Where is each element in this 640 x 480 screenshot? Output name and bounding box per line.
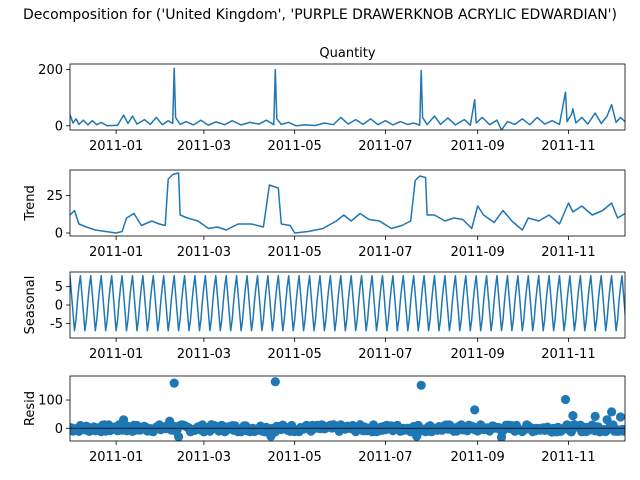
residual-point (615, 412, 625, 422)
x-tick-label: 2011-01 (89, 347, 143, 362)
residual-point (470, 405, 480, 415)
panel-data (70, 67, 625, 130)
y-tick-label: 0 (55, 299, 63, 314)
axes-frame (69, 375, 626, 442)
x-tick-label: 2011-05 (268, 347, 322, 362)
x-tick-label: 2011-01 (89, 450, 143, 465)
x-tick-label: 2011-11 (541, 450, 595, 465)
x-tick-label: 2011-07 (358, 245, 412, 260)
x-tick-label: 2011-01 (89, 139, 143, 154)
axes-frame (69, 169, 626, 237)
panel-data (70, 274, 625, 332)
residual-point (165, 416, 175, 426)
y-tick-label: 0 (55, 227, 63, 242)
x-tick-label: 2011-03 (177, 245, 231, 260)
x-tick-label: 2011-03 (177, 450, 231, 465)
y-tick-label: 200 (38, 63, 63, 78)
y-tick-label: 25 (46, 189, 63, 204)
x-tick-label: 2011-09 (451, 347, 505, 362)
residual-point (270, 377, 280, 387)
y-axis-label: Resid (23, 391, 38, 426)
residual-point (560, 394, 571, 405)
residual-point (174, 432, 184, 441)
panel-3: 0 100 2011-01 2011-03 2011-05 2011-07 2011-09 2… (23, 375, 626, 465)
y-tick-label: 5 (55, 280, 63, 295)
residual-point (412, 431, 422, 441)
panel-data (70, 172, 625, 234)
panel-data (70, 377, 625, 441)
residual-point (568, 411, 578, 421)
residual-point (590, 411, 600, 421)
series-line (70, 172, 625, 234)
residual-point (119, 415, 129, 425)
residual-point (602, 415, 612, 425)
x-tick-label: 2011-05 (268, 245, 322, 260)
y-tick-label: -5 (50, 317, 63, 332)
x-tick-label: 2011-09 (451, 245, 505, 260)
panel-0: 0 200 2011-01 2011-03 2011-05 2011-07 2011-09 2… (38, 46, 626, 154)
series-line (70, 67, 625, 130)
x-tick-label: 2011-05 (268, 139, 322, 154)
residual-point (416, 380, 426, 390)
residual-point (496, 432, 507, 441)
y-tick-label: 100 (38, 394, 63, 409)
x-tick-label: 2011-09 (451, 139, 505, 154)
y-axis-label: Seasonal (23, 276, 38, 335)
figure-suptitle: Decomposition for ('United Kingdom', 'PU… (23, 7, 617, 23)
panel-title: Quantity (319, 46, 375, 61)
series-line (70, 274, 625, 332)
residual-point (607, 407, 617, 417)
residual-point (266, 431, 276, 441)
axes-frame (69, 63, 626, 131)
x-tick-label: 2011-05 (268, 450, 322, 465)
x-tick-label: 2011-07 (358, 450, 412, 465)
panel-2: -5 0 5 2011-01 2011-03 2011-05 2011-07 2011-09 2… (23, 271, 626, 362)
y-tick-label: 0 (55, 119, 63, 134)
residual-point (620, 424, 625, 435)
x-tick-label: 2011-07 (358, 347, 412, 362)
x-tick-label: 2011-09 (451, 450, 505, 465)
x-tick-label: 2011-11 (541, 245, 595, 260)
panel-1: 0 25 2011-01 2011-03 2011-05 2011-07 2011-09 20… (23, 169, 626, 260)
x-tick-label: 2011-03 (177, 347, 231, 362)
x-tick-label: 2011-03 (177, 139, 231, 154)
y-tick-label: 0 (55, 422, 63, 437)
residual-point (169, 378, 179, 388)
x-tick-label: 2011-01 (89, 245, 143, 260)
y-axis-label: Trend (23, 185, 38, 222)
x-tick-label: 2011-11 (541, 347, 595, 362)
x-tick-label: 2011-11 (541, 139, 595, 154)
x-tick-label: 2011-07 (358, 139, 412, 154)
